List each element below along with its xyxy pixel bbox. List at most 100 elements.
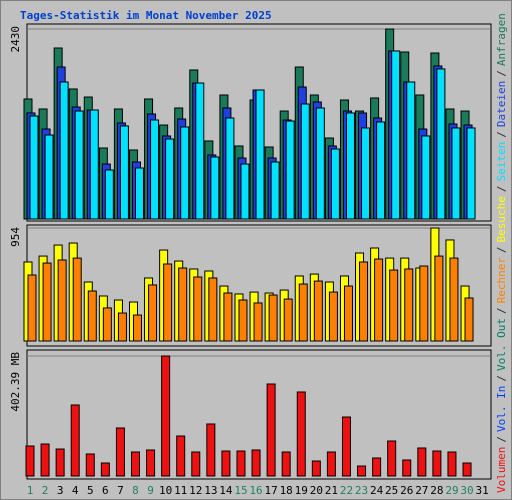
bar [87, 290, 97, 342]
bar [148, 284, 158, 342]
bar [255, 89, 265, 220]
bar [134, 167, 144, 220]
bar [29, 115, 39, 220]
legend-entry: Vol. Out [495, 318, 508, 371]
bar [343, 285, 353, 342]
legend-separator: / [495, 70, 508, 77]
x-tick-label: 26 [400, 484, 413, 497]
legend-separator: / [495, 436, 508, 443]
bar [100, 462, 110, 477]
bar [345, 112, 355, 220]
legend-separator: / [495, 246, 508, 253]
x-tick-label: 3 [57, 484, 64, 497]
bar [130, 451, 140, 477]
bar [223, 292, 233, 342]
bar [146, 449, 156, 477]
bar [298, 283, 308, 342]
bar [176, 435, 186, 477]
bar [341, 416, 351, 477]
bar [374, 258, 384, 342]
x-tick-label: 8 [132, 484, 139, 497]
x-tick-label: 18 [280, 484, 293, 497]
x-tick-label: 6 [102, 484, 109, 497]
bar [311, 460, 321, 477]
legend-entry: Rechner [495, 257, 508, 304]
bar [210, 156, 220, 220]
bar [161, 355, 171, 477]
bar [251, 449, 261, 477]
bar [449, 257, 459, 342]
bar [359, 261, 369, 342]
legend-entry: Besuche [495, 196, 508, 242]
legend-entry: Dateien [495, 81, 508, 127]
bar [163, 263, 173, 342]
chart-title: Tages-Statistik im Monat November 2025 [20, 9, 272, 22]
x-tick-label: 21 [325, 484, 338, 497]
x-tick-label: 19 [295, 484, 308, 497]
bar [376, 121, 386, 220]
y-tick-label: 2430 [9, 26, 22, 53]
x-tick-label: 31 [475, 484, 488, 497]
legend-entry: Vol. In [495, 386, 508, 432]
bar [357, 465, 367, 477]
bar [436, 68, 446, 220]
bar [296, 391, 306, 477]
x-tick-label: 10 [159, 484, 172, 497]
legend-separator: / [495, 185, 508, 192]
bar [27, 274, 37, 342]
bar [417, 447, 427, 477]
bar [208, 277, 218, 342]
x-tick-label: 29 [445, 484, 458, 497]
bar [55, 448, 65, 477]
bar [281, 451, 291, 477]
bar [42, 262, 52, 342]
bar [240, 163, 250, 220]
bar [266, 383, 276, 477]
bar [434, 255, 444, 342]
x-tick-label: 17 [264, 484, 277, 497]
bar [361, 127, 371, 220]
x-tick-label: 2 [42, 484, 49, 497]
bar [104, 169, 114, 220]
bar [462, 462, 472, 477]
bar [238, 299, 248, 342]
x-tick-label: 16 [249, 484, 262, 497]
bar [268, 294, 278, 342]
bar [464, 297, 474, 342]
legend: Volumen / Vol. In / Vol. Out / Rechner / Besuche… [495, 13, 508, 493]
bar [85, 453, 95, 477]
bar [102, 307, 112, 342]
bar [72, 257, 82, 342]
y-tick-label: 402.39 MB [9, 352, 22, 412]
legend-entry: Volumen [495, 447, 508, 493]
x-tick-label: 11 [174, 484, 187, 497]
bar [180, 126, 190, 220]
legend-entry: Seiten [495, 142, 508, 182]
bar [313, 280, 323, 342]
bar [206, 423, 216, 477]
bar [70, 404, 80, 477]
bar [150, 119, 160, 220]
bar [191, 451, 201, 477]
bar [25, 445, 35, 477]
bar [40, 443, 50, 477]
bar [221, 450, 231, 477]
bar [372, 457, 382, 477]
bar [328, 291, 338, 342]
bar [119, 125, 129, 220]
x-tick-label: 25 [385, 484, 398, 497]
bar [195, 82, 205, 220]
x-tick-label: 27 [415, 484, 428, 497]
bar [283, 298, 293, 342]
x-tick-label: 22 [340, 484, 353, 497]
x-tick-label: 30 [460, 484, 473, 497]
x-tick-label: 15 [234, 484, 247, 497]
bar [225, 117, 235, 220]
bar [391, 50, 401, 220]
bar [326, 451, 336, 477]
bar [421, 135, 431, 220]
bar [270, 161, 280, 220]
bar [44, 134, 54, 220]
y-tick-label: 954 [9, 227, 22, 247]
